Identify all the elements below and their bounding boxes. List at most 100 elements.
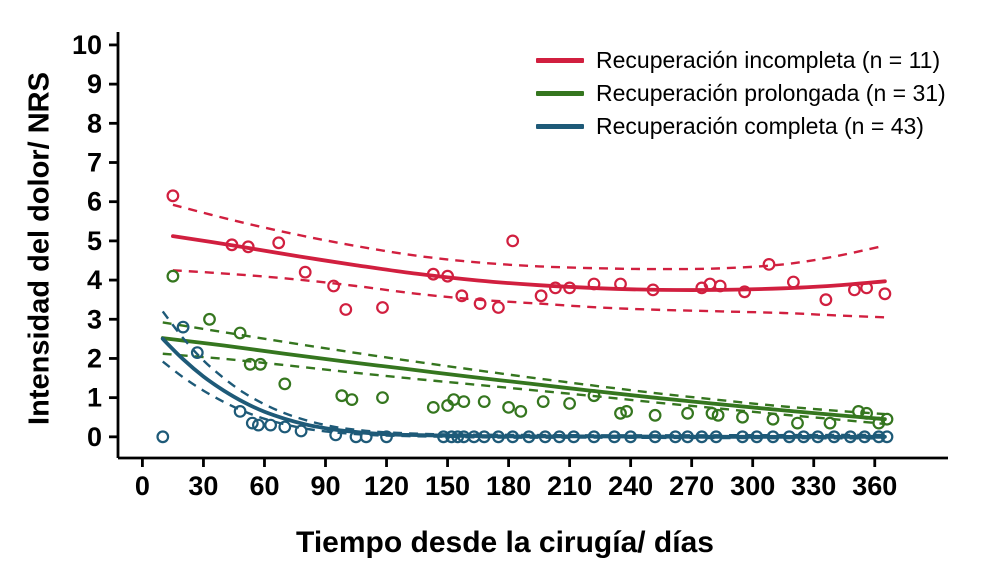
scatter-point xyxy=(437,430,450,444)
legend-label: Recuperación incompleta (n = 11) xyxy=(596,47,941,73)
scatter-point xyxy=(441,269,455,283)
x-tick-label: 180 xyxy=(486,471,531,501)
scatter-point xyxy=(166,189,180,203)
scatter-point xyxy=(844,430,857,444)
scatter-point xyxy=(860,406,873,420)
scatter-point xyxy=(455,289,469,303)
scatter-point xyxy=(549,281,562,295)
scatter-point xyxy=(608,430,621,444)
scatter-point xyxy=(766,430,780,444)
scatter-point xyxy=(852,405,865,418)
scatter-point xyxy=(648,408,662,422)
scatter-point xyxy=(587,389,601,403)
scatter-point xyxy=(563,281,576,295)
y-tick-label: 1 xyxy=(87,383,102,413)
legend-line-swatch xyxy=(536,91,584,96)
x-tick-label: 150 xyxy=(425,471,470,501)
y-tick-label: 8 xyxy=(87,108,102,138)
scatter-point xyxy=(782,430,796,444)
scatter-point xyxy=(225,238,239,252)
scatter-point xyxy=(298,265,312,279)
scatter-point xyxy=(502,401,516,414)
scatter-point xyxy=(534,289,548,303)
scatter-point xyxy=(848,283,861,297)
scatter-point xyxy=(251,418,265,432)
scatter-point xyxy=(681,430,694,444)
y-tick-label: 4 xyxy=(87,265,102,295)
y-tick-label: 10 xyxy=(72,30,102,60)
legend-item: Recuperación completa (n = 43) xyxy=(536,110,946,143)
scatter-point xyxy=(359,430,373,444)
scatter-point xyxy=(376,391,389,405)
scatter-point xyxy=(241,240,255,254)
scatter-point xyxy=(878,287,892,301)
scatter-point xyxy=(695,430,709,444)
scatter-point xyxy=(327,279,341,293)
scatter-point xyxy=(750,430,764,444)
x-tick-label: 30 xyxy=(188,471,218,501)
scatter-point xyxy=(860,281,873,295)
legend-item: Recuperación prolongada (n = 31) xyxy=(536,77,946,110)
scatter-point xyxy=(563,397,576,410)
scatter-point xyxy=(713,279,727,293)
legend: Recuperación incompleta (n = 11) Recupera… xyxy=(536,44,946,143)
scatter-point xyxy=(858,430,871,444)
scatter-point xyxy=(819,293,833,307)
scatter-point xyxy=(736,410,749,424)
scatter-point xyxy=(156,430,170,444)
scatter-point xyxy=(457,395,471,409)
scatter-point xyxy=(536,395,550,409)
scatter-point xyxy=(791,416,804,430)
scatter-point xyxy=(736,430,749,444)
scatter-point xyxy=(648,430,662,444)
scatter-point xyxy=(823,416,837,430)
scatter-point xyxy=(614,277,627,291)
scatter-point xyxy=(380,430,393,444)
scatter-point xyxy=(553,430,566,444)
scatter-point xyxy=(278,420,292,434)
scatter-point xyxy=(203,312,216,326)
scatter-point xyxy=(522,430,536,444)
y-tick-label: 5 xyxy=(87,226,102,256)
ci-lower-line xyxy=(172,269,885,319)
scatter-point xyxy=(445,430,459,444)
y-tick-label: 3 xyxy=(87,304,102,334)
scatter-point xyxy=(587,430,601,444)
scatter-point xyxy=(451,430,465,444)
scatter-point xyxy=(620,405,633,418)
scatter-point xyxy=(766,412,780,426)
scatter-point xyxy=(709,430,723,444)
x-tick-label: 330 xyxy=(791,471,836,501)
scatter-point xyxy=(278,377,292,391)
scatter-point xyxy=(787,275,800,289)
scatter-point xyxy=(587,277,601,291)
scatter-point xyxy=(614,406,627,420)
x-tick-label: 0 xyxy=(135,471,150,501)
x-axis-label: Tiempo desde la cirugía/ días xyxy=(296,526,714,559)
y-tick-label: 7 xyxy=(87,148,102,178)
scatter-point xyxy=(538,430,552,444)
scatter-point xyxy=(669,430,682,444)
legend-label: Recuperación prolongada (n = 31) xyxy=(596,80,946,106)
scatter-point xyxy=(176,320,190,334)
scatter-point xyxy=(646,283,660,297)
legend-label: Recuperación completa (n = 43) xyxy=(596,113,924,139)
y-tick-label: 9 xyxy=(87,69,102,99)
scatter-point xyxy=(880,430,894,444)
ci-upper-line xyxy=(172,203,886,271)
scatter-point xyxy=(376,301,389,314)
x-tick-label: 360 xyxy=(852,471,897,501)
y-tick-label: 2 xyxy=(87,343,102,373)
scatter-point xyxy=(705,406,719,420)
scatter-point xyxy=(253,357,267,371)
scatter-point xyxy=(624,430,637,444)
scatter-point xyxy=(329,428,343,442)
scatter-point xyxy=(492,301,505,314)
scatter-point xyxy=(567,430,581,444)
x-tick-label: 60 xyxy=(249,471,279,501)
scatter-point xyxy=(477,430,491,444)
scatter-point xyxy=(811,430,825,444)
scatter-point xyxy=(272,236,286,250)
scatter-point xyxy=(166,269,180,283)
y-tick-label: 0 xyxy=(87,422,102,452)
